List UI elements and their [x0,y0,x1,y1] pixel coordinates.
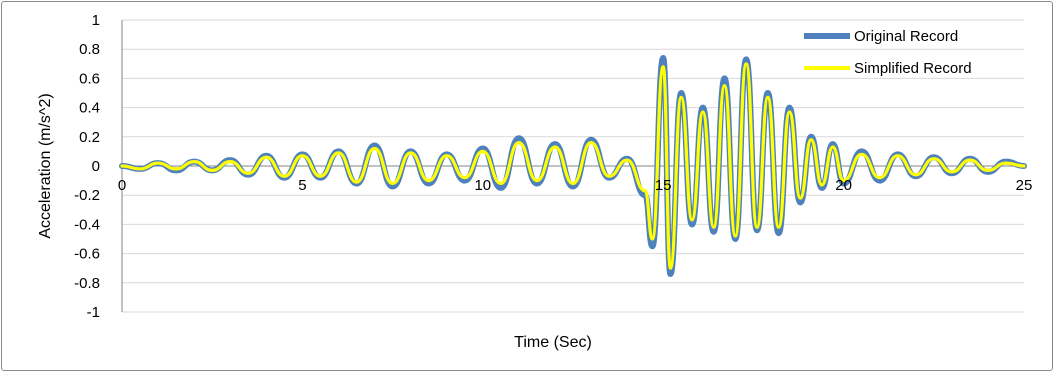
y-tick-label: 0.6 [79,70,100,87]
x-tick-label: 5 [298,177,306,194]
x-tick-label: 25 [1016,177,1033,194]
y-tick-label: 0.2 [79,129,100,146]
y-tick-label: -0.6 [74,246,100,263]
y-tick-label: 0.4 [79,100,100,117]
x-tick-labels: 0 5 10 15 20 25 [118,177,1033,194]
x-tick-label: 0 [118,177,126,194]
legend-label-original: Original Record [854,28,958,45]
y-tick-label: -0.2 [74,187,100,204]
y-tick-label: -1 [87,304,100,321]
y-tick-labels: 1 0.8 0.6 0.4 0.2 0 -0.2 -0.4 -0.6 -0.8 -1 [74,12,100,321]
x-tick-label: 15 [655,177,672,194]
x-axis-title: Time (Sec) [514,334,592,351]
x-tick-label: 20 [835,177,852,194]
x-tick-label: 10 [474,177,491,194]
series-line-1 [120,62,1026,270]
y-axis-title: Acceleration (m/s^2) [37,93,54,238]
y-tick-label: 1 [92,12,100,29]
y-tick-label: -0.8 [74,275,100,292]
y-tick-label: 0.8 [79,41,100,58]
series-layer [119,54,1027,278]
legend: Original Record Simplified Record [804,28,972,77]
y-tick-label: -0.4 [74,216,100,233]
y-tick-label: 0 [92,158,100,175]
legend-label-simplified: Simplified Record [854,60,972,77]
